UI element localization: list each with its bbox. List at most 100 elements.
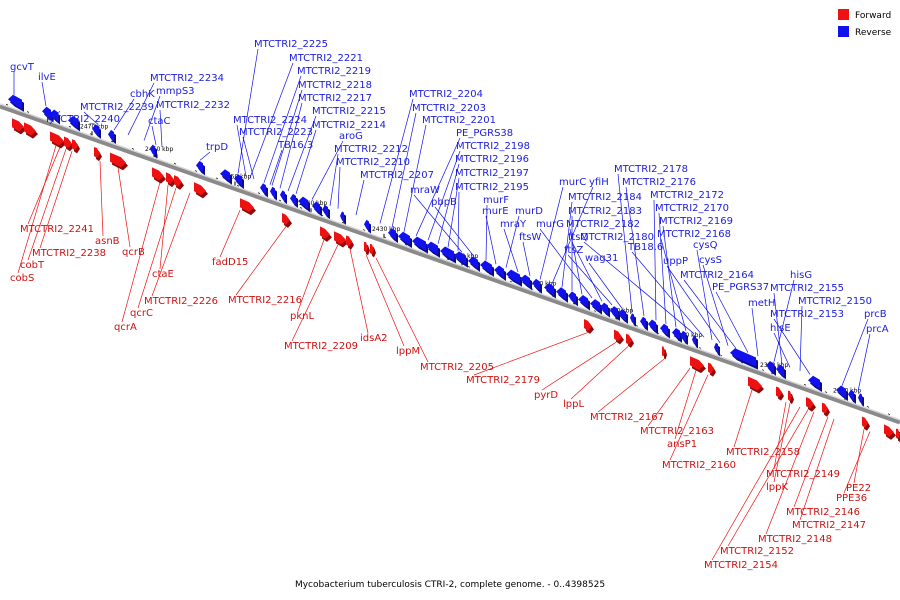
- reverse-gene-label: MTCTRI2_2176: [622, 177, 696, 188]
- forward-gene-label: lppL: [563, 399, 584, 410]
- forward-gene: [240, 198, 254, 213]
- reverse-genes: [8, 94, 864, 407]
- forward-leader-line: [674, 370, 697, 440]
- reverse-gene-label: MTCTRI2_2153: [770, 309, 844, 320]
- forward-gene: [896, 428, 900, 439]
- reverse-gene-label: prcA: [866, 324, 889, 335]
- reverse-gene: [234, 174, 242, 186]
- forward-leader-line: [99, 161, 104, 237]
- minor-mark: [236, 184, 240, 187]
- reverse-gene: [600, 302, 608, 315]
- reverse-gene-label: cysS: [699, 255, 722, 266]
- forward-gene-label: MTCTRI2_2216: [228, 295, 302, 306]
- reverse-gene: [426, 241, 438, 255]
- reverse-gene-label: ctaC: [148, 116, 171, 127]
- reverse-gene-label: metH: [748, 298, 775, 309]
- reverse-gene: [680, 330, 686, 342]
- reverse-gene: [440, 246, 454, 261]
- forward-gene: [334, 231, 346, 245]
- reverse-gene-label: mmpS3: [156, 86, 195, 97]
- reverse-leader-line: [242, 136, 255, 180]
- reverse-gene: [520, 274, 530, 288]
- forward-gene: [806, 396, 814, 409]
- reverse-gene: [640, 316, 646, 328]
- forward-leader-line: [219, 210, 241, 258]
- forward-gene-label: ansP1: [667, 439, 697, 450]
- reverse-leader-line: [391, 112, 417, 228]
- forward-gene-label: qcrA: [114, 322, 137, 333]
- minor-mark: [698, 347, 702, 349]
- reverse-leader-line: [271, 89, 303, 186]
- reverse-gene-label: MTCTRI2_2170: [655, 203, 729, 214]
- reverse-gene-label: MTCTRI2_2169: [659, 216, 733, 227]
- minor-mark: [803, 383, 807, 386]
- scale-tick-label: 2400 kbp: [605, 308, 633, 315]
- forward-gene: [72, 139, 78, 151]
- reverse-gene: [672, 327, 680, 340]
- forward-gene-label: asnB: [95, 236, 120, 247]
- legend: Forward Reverse: [838, 9, 892, 38]
- reverse-gene: [714, 342, 718, 354]
- forward-gene: [174, 175, 182, 187]
- reverse-leader-line: [287, 115, 317, 192]
- reverse-gene-label: MTCTRI2_2182: [566, 219, 640, 230]
- reverse-gene-label: TB16.3: [277, 140, 313, 151]
- reverse-gene-label: MTCTRI2_2224: [233, 115, 307, 126]
- reverse-gene-label: MTCTRI2_2239: [80, 102, 154, 113]
- reverse-gene: [480, 260, 492, 274]
- forward-gene-label: fadD15: [212, 257, 248, 268]
- reverse-gene: [578, 294, 588, 308]
- reverse-gene-label: uppP: [663, 256, 688, 267]
- reverse-leader-line: [561, 201, 573, 288]
- reverse-gene: [630, 313, 634, 324]
- forward-leader-line: [570, 346, 629, 400]
- reverse-gene-label: MTCTRI2_2221: [289, 53, 363, 64]
- reverse-leader-line: [413, 194, 463, 253]
- forward-leader-line: [235, 226, 287, 296]
- reverse-gene: [610, 306, 618, 318]
- reverse-leader-line: [773, 292, 783, 365]
- reverse-gene: [270, 186, 275, 198]
- forward-gene: [50, 131, 64, 146]
- reverse-leader-line: [696, 249, 713, 341]
- forward-gene: [626, 333, 632, 345]
- minor-mark: [467, 265, 471, 268]
- reverse-gene: [340, 211, 344, 222]
- minor-mark: [824, 391, 828, 394]
- forward-leader-line: [711, 406, 801, 561]
- reverse-gene-label: MTCTRI2_2172: [650, 190, 724, 201]
- reverse-gene: [298, 196, 308, 210]
- reverse-leader-line: [263, 75, 302, 183]
- forward-gene-label: PE22: [846, 483, 871, 494]
- reverse-gene-label: murC: [559, 177, 586, 188]
- reverse-leader-line: [522, 241, 531, 277]
- forward-gene: [282, 213, 290, 225]
- reverse-gene: [92, 124, 99, 136]
- minor-mark: [89, 133, 93, 135]
- forward-leader-line: [365, 254, 405, 347]
- forward-gene-label: cobT: [20, 260, 45, 271]
- forward-gene-label: MTCTRI2_2241: [20, 224, 94, 235]
- reverse-gene-label: gcvT: [10, 62, 35, 73]
- reverse-leader-line: [666, 265, 721, 343]
- reverse-gene-label: ftsW: [519, 232, 541, 243]
- forward-leader-line: [297, 239, 325, 312]
- reverse-gene-label: MTCTRI2_2183: [568, 206, 642, 217]
- forward-gene: [614, 329, 622, 342]
- reverse-gene: [280, 190, 285, 202]
- minor-mark: [383, 236, 387, 239]
- reverse-gene-label: mraY: [500, 219, 527, 230]
- reverse-gene: [568, 291, 576, 304]
- reverse-leader-line: [199, 151, 211, 161]
- minor-mark: [47, 118, 51, 121]
- reverse-gene-label: MTCTRI2_2203: [412, 103, 486, 114]
- reverse-gene-label: murF: [483, 195, 509, 206]
- reverse-leader-line: [567, 254, 613, 306]
- reverse-leader-line: [41, 81, 47, 107]
- reverse-gene: [590, 299, 600, 312]
- reverse-gene-label: murD: [515, 206, 543, 217]
- reverse-gene: [506, 269, 520, 284]
- forward-gene: [884, 424, 894, 437]
